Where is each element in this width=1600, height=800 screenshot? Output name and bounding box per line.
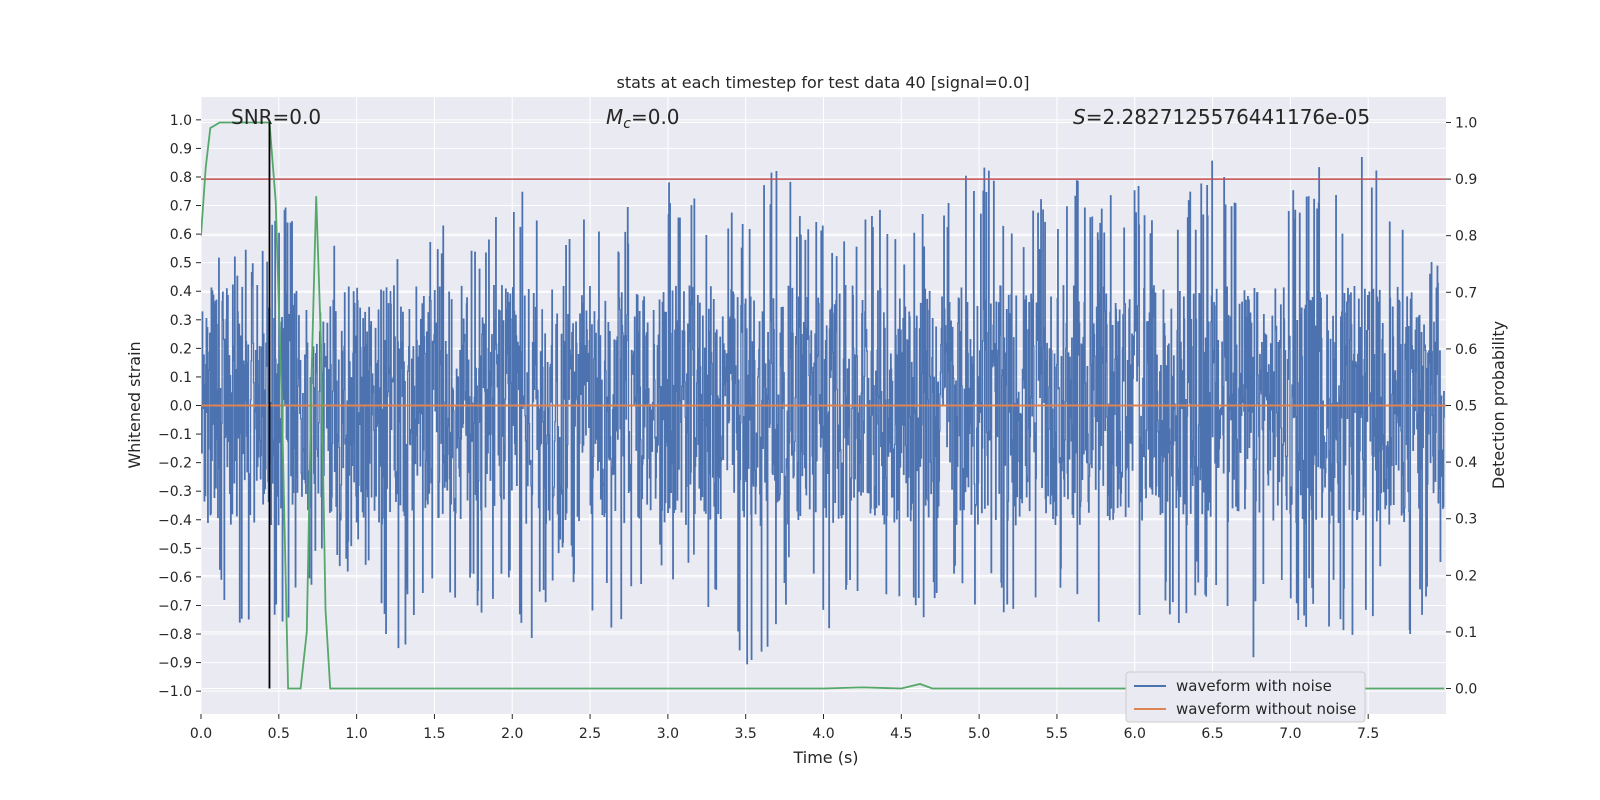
x-tick-label: 2.5 <box>579 726 601 742</box>
y-left-tick-label: −0.4 <box>158 513 192 529</box>
legend-box <box>1125 671 1366 723</box>
x-tick-label: 7.0 <box>1279 726 1301 742</box>
legend-label-clean: waveform without noise <box>1176 700 1356 718</box>
chart-title: stats at each timestep for test data 40 … <box>617 73 1030 92</box>
s-value: =2.2827125576441176e-05 <box>1086 105 1370 129</box>
chirp-mass-annotation: Mc=0.0 <box>606 105 680 132</box>
y-right-tick-label: 1.0 <box>1455 115 1477 131</box>
x-tick-label: 1.0 <box>345 726 367 742</box>
y-axis-right-label: Detection probability <box>1489 321 1508 489</box>
y-left-tick-label: −0.1 <box>158 427 192 443</box>
noise-series <box>201 157 1445 665</box>
y-left-tick-label: 0.2 <box>170 341 192 357</box>
x-tick-label: 5.0 <box>968 726 990 742</box>
x-tick-label: 7.5 <box>1357 726 1379 742</box>
y-left-tick-label: −0.9 <box>158 656 192 672</box>
y-right-tick-label: 0.0 <box>1455 682 1477 698</box>
x-tick-label: 2.0 <box>501 726 523 742</box>
mc-symbol: M <box>606 105 623 129</box>
y-right-tick-label: 0.5 <box>1455 399 1477 415</box>
x-tick-label: 4.0 <box>812 726 834 742</box>
lines <box>201 121 1446 690</box>
y-left-tick-label: −0.5 <box>158 541 192 557</box>
legend: waveform with noise waveform without noi… <box>1125 671 1366 723</box>
statistic-annotation: S=2.2827125576441176e-05 <box>1073 105 1370 129</box>
y-left-tick-label: −1.0 <box>158 684 192 700</box>
y-right-tick-label: 0.2 <box>1455 568 1477 584</box>
noise-waveform-line <box>201 157 1445 665</box>
y-axis-left-label: Whitened strain <box>125 341 144 468</box>
y-left-tick-label: 0.1 <box>170 370 192 386</box>
y-left-tick-label: 0.7 <box>170 199 192 215</box>
mc-subscript: c <box>623 116 631 132</box>
x-tick-label: 0.0 <box>190 726 212 742</box>
x-tick-label: 3.5 <box>735 726 757 742</box>
x-tick-label: 4.5 <box>890 726 912 742</box>
y-left-tick-label: −0.2 <box>158 456 192 472</box>
y-right-tick-label: 0.8 <box>1455 229 1477 245</box>
x-tick-label: 1.5 <box>423 726 445 742</box>
x-tick-label: 0.5 <box>268 726 290 742</box>
y-right-tick-label: 0.4 <box>1455 455 1477 471</box>
x-tick-label: 6.0 <box>1124 726 1146 742</box>
y-left-tick-label: −0.6 <box>158 570 192 586</box>
x-tick-label: 3.0 <box>657 726 679 742</box>
snr-annotation: SNR=0.0 <box>231 105 321 129</box>
y-left-tick-label: 0.6 <box>170 227 192 243</box>
ticks: 0.0 0.5 1.0 1.5 2.0 2.5 3.0 3.5 4.0 4.5 5.0 5.5 6.0 6… <box>158 113 1477 742</box>
y-right-tick-label: 0.1 <box>1455 625 1477 641</box>
y-left-tick-label: 0.9 <box>170 141 192 157</box>
y-right-tick-label: 0.9 <box>1455 172 1477 188</box>
y-left-tick-label: −0.3 <box>158 484 192 500</box>
y-left-tick-label: 1.0 <box>170 113 192 129</box>
x-tick-label: 5.5 <box>1046 726 1068 742</box>
s-symbol: S <box>1073 105 1086 129</box>
y-right-tick-label: 0.7 <box>1455 285 1477 301</box>
y-left-tick-label: −0.7 <box>158 598 192 614</box>
x-tick-label: 6.5 <box>1201 726 1223 742</box>
y-left-tick-label: 0.8 <box>170 170 192 186</box>
y-right-tick-label: 0.3 <box>1455 512 1477 528</box>
y-left-tick-label: 0.4 <box>170 284 192 300</box>
legend-label-noise: waveform with noise <box>1176 677 1332 695</box>
y-left-tick-label: 0.3 <box>170 313 192 329</box>
y-left-tick-label: 0.5 <box>170 256 192 272</box>
x-axis-label: Time (s) <box>792 748 858 767</box>
mc-value: =0.0 <box>631 105 680 129</box>
detection-probability-line <box>201 121 1445 690</box>
y-left-tick-label: 0.0 <box>170 399 192 415</box>
y-left-tick-label: −0.8 <box>158 627 192 643</box>
y-right-tick-label: 0.6 <box>1455 342 1477 358</box>
